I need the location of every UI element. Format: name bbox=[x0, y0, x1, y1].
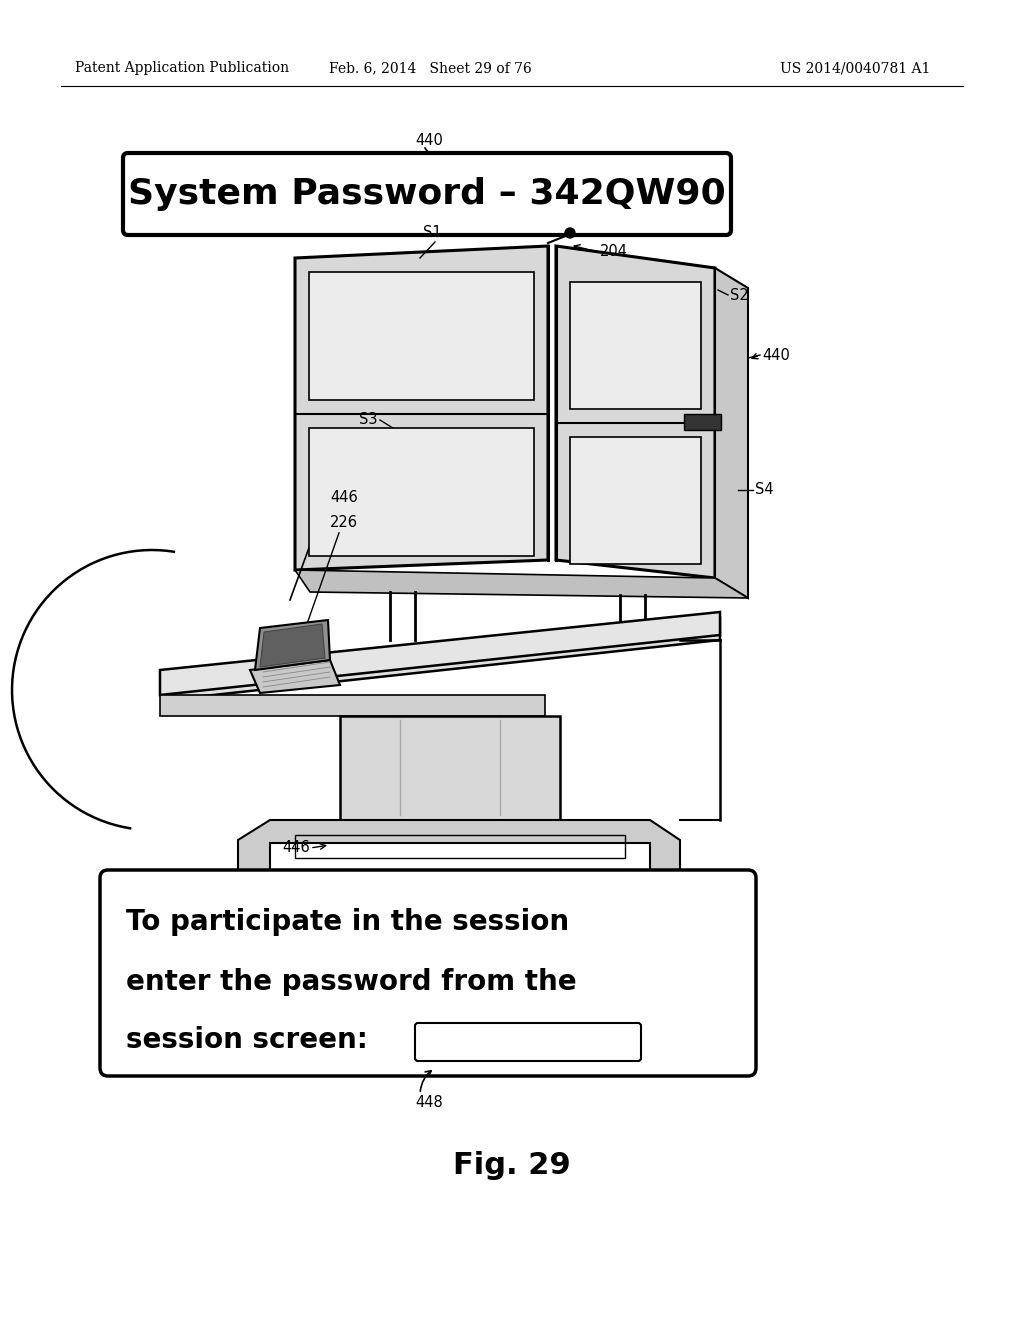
Polygon shape bbox=[238, 820, 680, 870]
Text: 446: 446 bbox=[283, 841, 310, 855]
Text: 226: 226 bbox=[330, 515, 358, 531]
Polygon shape bbox=[295, 246, 548, 570]
Text: Feb. 6, 2014   Sheet 29 of 76: Feb. 6, 2014 Sheet 29 of 76 bbox=[329, 61, 531, 75]
Text: 440: 440 bbox=[762, 347, 790, 363]
Text: S4: S4 bbox=[755, 483, 773, 498]
FancyBboxPatch shape bbox=[100, 870, 756, 1076]
FancyBboxPatch shape bbox=[415, 1023, 641, 1061]
Circle shape bbox=[620, 876, 630, 887]
Polygon shape bbox=[167, 618, 720, 700]
Polygon shape bbox=[340, 715, 560, 820]
Text: 448: 448 bbox=[415, 1096, 442, 1110]
Text: System Password – 342QW90: System Password – 342QW90 bbox=[128, 177, 726, 211]
Text: US 2014/0040781 A1: US 2014/0040781 A1 bbox=[780, 61, 931, 75]
Polygon shape bbox=[160, 696, 545, 715]
Polygon shape bbox=[570, 437, 701, 564]
Polygon shape bbox=[260, 624, 325, 667]
FancyBboxPatch shape bbox=[684, 414, 721, 430]
Text: S2: S2 bbox=[730, 288, 749, 302]
Polygon shape bbox=[255, 620, 330, 671]
Text: session screen:: session screen: bbox=[126, 1026, 368, 1053]
Circle shape bbox=[550, 876, 560, 887]
Circle shape bbox=[565, 228, 575, 238]
Text: 204: 204 bbox=[600, 244, 628, 260]
Polygon shape bbox=[309, 428, 534, 556]
Text: 440: 440 bbox=[415, 133, 442, 148]
Text: 446: 446 bbox=[330, 490, 357, 506]
Text: S1: S1 bbox=[423, 224, 441, 240]
Polygon shape bbox=[295, 570, 748, 598]
Circle shape bbox=[345, 876, 355, 887]
Polygon shape bbox=[556, 246, 715, 578]
Polygon shape bbox=[570, 282, 701, 409]
Text: To participate in the session: To participate in the session bbox=[126, 908, 569, 936]
Text: Patent Application Publication: Patent Application Publication bbox=[75, 61, 289, 75]
Circle shape bbox=[275, 876, 285, 887]
Text: S3: S3 bbox=[359, 412, 378, 428]
Text: Fig. 29: Fig. 29 bbox=[454, 1151, 570, 1180]
FancyBboxPatch shape bbox=[123, 153, 731, 235]
Polygon shape bbox=[160, 612, 720, 696]
Polygon shape bbox=[250, 660, 340, 693]
Text: enter the password from the: enter the password from the bbox=[126, 968, 577, 997]
Polygon shape bbox=[309, 272, 534, 400]
Polygon shape bbox=[715, 268, 748, 598]
